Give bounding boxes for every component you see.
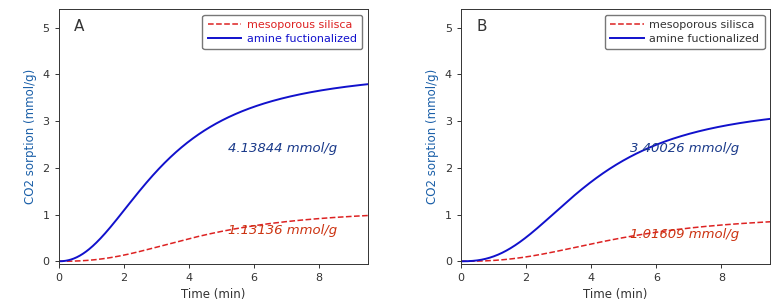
Line: amine fuctionalized: amine fuctionalized: [59, 84, 368, 261]
amine fuctionalized: [639, 148, 648, 152]
mesoporous silisca: [766, 220, 775, 224]
mesoporous silisca: [689, 226, 698, 229]
X-axis label: Time (min): Time (min): [583, 288, 647, 301]
mesoporous silisca: [663, 229, 673, 232]
mesoporous silisca: [194, 235, 203, 238]
amine fuctionalized: [260, 101, 270, 105]
Legend: mesoporous silisca, amine fuctionalized: mesoporous silisca, amine fuctionalized: [604, 15, 765, 49]
Line: mesoporous silisca: mesoporous silisca: [461, 222, 770, 261]
amine fuctionalized: [109, 222, 118, 225]
amine fuctionalized: [511, 243, 520, 247]
amine fuctionalized: [689, 131, 698, 135]
mesoporous silisca: [536, 253, 545, 256]
amine fuctionalized: [194, 132, 203, 136]
amine fuctionalized: [536, 224, 545, 227]
mesoporous silisca: [260, 222, 270, 226]
Y-axis label: CO2 sorption (mmol/g): CO2 sorption (mmol/g): [426, 69, 439, 204]
Text: 3.40026 mmol/g: 3.40026 mmol/g: [630, 142, 739, 155]
Text: A: A: [74, 19, 84, 34]
mesoporous silisca: [54, 259, 63, 263]
amine fuctionalized: [663, 139, 673, 142]
amine fuctionalized: [456, 259, 465, 263]
X-axis label: Time (min): Time (min): [181, 288, 246, 301]
Line: mesoporous silisca: mesoporous silisca: [59, 215, 368, 261]
mesoporous silisca: [511, 257, 520, 260]
mesoporous silisca: [287, 219, 296, 223]
Y-axis label: CO2 sorption (mmol/g): CO2 sorption (mmol/g): [24, 69, 37, 204]
amine fuctionalized: [364, 82, 373, 86]
mesoporous silisca: [134, 250, 143, 254]
amine fuctionalized: [54, 259, 63, 263]
Legend: mesoporous silisca, amine fuctionalized: mesoporous silisca, amine fuctionalized: [203, 15, 363, 49]
amine fuctionalized: [134, 191, 143, 194]
mesoporous silisca: [109, 255, 118, 259]
Text: B: B: [476, 19, 487, 34]
Text: 1.13136 mmol/g: 1.13136 mmol/g: [228, 224, 337, 237]
amine fuctionalized: [596, 173, 605, 177]
mesoporous silisca: [596, 240, 605, 244]
amine fuctionalized: [236, 110, 246, 114]
amine fuctionalized: [287, 94, 296, 98]
Line: amine fuctionalized: amine fuctionalized: [461, 119, 770, 261]
Text: 4.13844 mmol/g: 4.13844 mmol/g: [228, 142, 337, 155]
mesoporous silisca: [364, 214, 373, 217]
Text: 1.01609 mmol/g: 1.01609 mmol/g: [630, 228, 739, 241]
mesoporous silisca: [639, 232, 648, 236]
mesoporous silisca: [456, 259, 465, 263]
amine fuctionalized: [766, 117, 775, 121]
mesoporous silisca: [236, 226, 246, 230]
